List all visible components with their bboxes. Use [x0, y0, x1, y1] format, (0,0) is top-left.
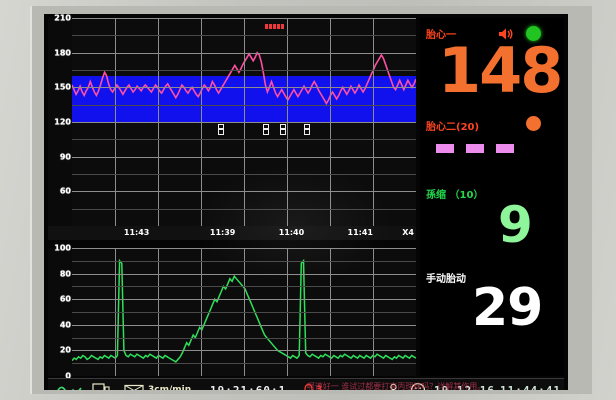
- system-time: 11:44:41: [500, 383, 561, 391]
- fetal-movement-value: 29: [472, 278, 543, 338]
- fhr-y-tick: 90: [59, 152, 71, 162]
- toco-y-axis: 0 20 40 60 80 100: [48, 244, 72, 381]
- chart-scale-label: X4: [402, 228, 414, 237]
- lcd-screen: 60 90 120 150 180 210 11:43 11:39 11:40 11:41 X4 …: [44, 14, 568, 390]
- fetal-movement-label: 手动胎动: [426, 274, 466, 285]
- fhr1-label: 胎心一: [426, 30, 456, 41]
- numeric-panel: 胎心一 148 胎心二(20) 孫缩: [420, 18, 564, 376]
- fhr2-value: [436, 144, 514, 153]
- smiley-icon[interactable]: [410, 379, 426, 390]
- fhr-y-tick: 180: [54, 48, 71, 58]
- patient-icon[interactable]: [388, 379, 402, 390]
- time-tick-label: 11:40: [278, 228, 305, 237]
- fhr2-status-led: [526, 116, 541, 131]
- toco-y-tick: 40: [59, 320, 71, 330]
- toco-label: 孫缩 （10）: [426, 190, 484, 201]
- fhr-y-tick: 210: [54, 14, 71, 23]
- time-tick-label: 11:43: [123, 228, 150, 237]
- fhr2-parameter[interactable]: 胎心二(20): [420, 116, 564, 178]
- fhr-y-tick: 60: [59, 186, 71, 196]
- speaker-icon[interactable]: [498, 26, 514, 40]
- fhr-chart[interactable]: 60 90 120 150 180 210: [48, 14, 416, 226]
- toco-y-tick: 20: [59, 345, 71, 355]
- toco-chart[interactable]: 0 20 40 60 80 100: [48, 244, 416, 381]
- elapsed-timer: 19:21:60:1: [210, 383, 287, 391]
- paper-speed-label: 3cm/min: [148, 385, 192, 390]
- sine-wave-icon[interactable]: [56, 379, 82, 390]
- watermark-caption: 啊谟好一 谁试过都要打亮丙理妹吗？详解其作用。: [306, 382, 486, 391]
- paper-speed-icon[interactable]: [124, 379, 144, 390]
- toco-y-tick: 0: [65, 371, 71, 381]
- system-date: 19-12-16: [434, 383, 495, 391]
- toco-y-tick: 60: [59, 294, 71, 304]
- printer-icon[interactable]: [92, 379, 110, 390]
- toco-value: 9: [498, 196, 533, 254]
- time-tick-label: 11:41: [347, 228, 373, 237]
- time-axis: 11:43 11:39 11:40 11:41 X4: [48, 226, 416, 240]
- fhr1-status-led: [526, 26, 541, 41]
- fhr-y-tick: 150: [54, 82, 71, 92]
- alarm-count: 3: [316, 385, 323, 390]
- fhr2-label: 胎心二(20): [426, 122, 480, 133]
- toco-plot-area: [72, 248, 416, 376]
- toco-y-tick: 100: [54, 243, 71, 253]
- fhr-y-tick: 120: [54, 117, 71, 127]
- bell-icon[interactable]: 3: [302, 379, 322, 390]
- event-marker-dashes: [264, 23, 284, 29]
- fhr1-value: 148: [438, 34, 563, 107]
- status-bar: 3cm/min 19:21:60:1 3: [48, 378, 564, 390]
- toco-parameter[interactable]: 孫缩 （10） 9: [420, 184, 564, 264]
- toco-y-tick: 80: [59, 269, 71, 279]
- fetal-movement-parameter[interactable]: 手动胎动 29: [420, 268, 564, 348]
- time-tick-label: 11:39: [209, 228, 236, 237]
- fhr-y-axis: 60 90 120 150 180 210: [48, 14, 72, 226]
- fhr-plot-area: [72, 18, 416, 226]
- fhr1-parameter[interactable]: 胎心一 148: [420, 24, 564, 110]
